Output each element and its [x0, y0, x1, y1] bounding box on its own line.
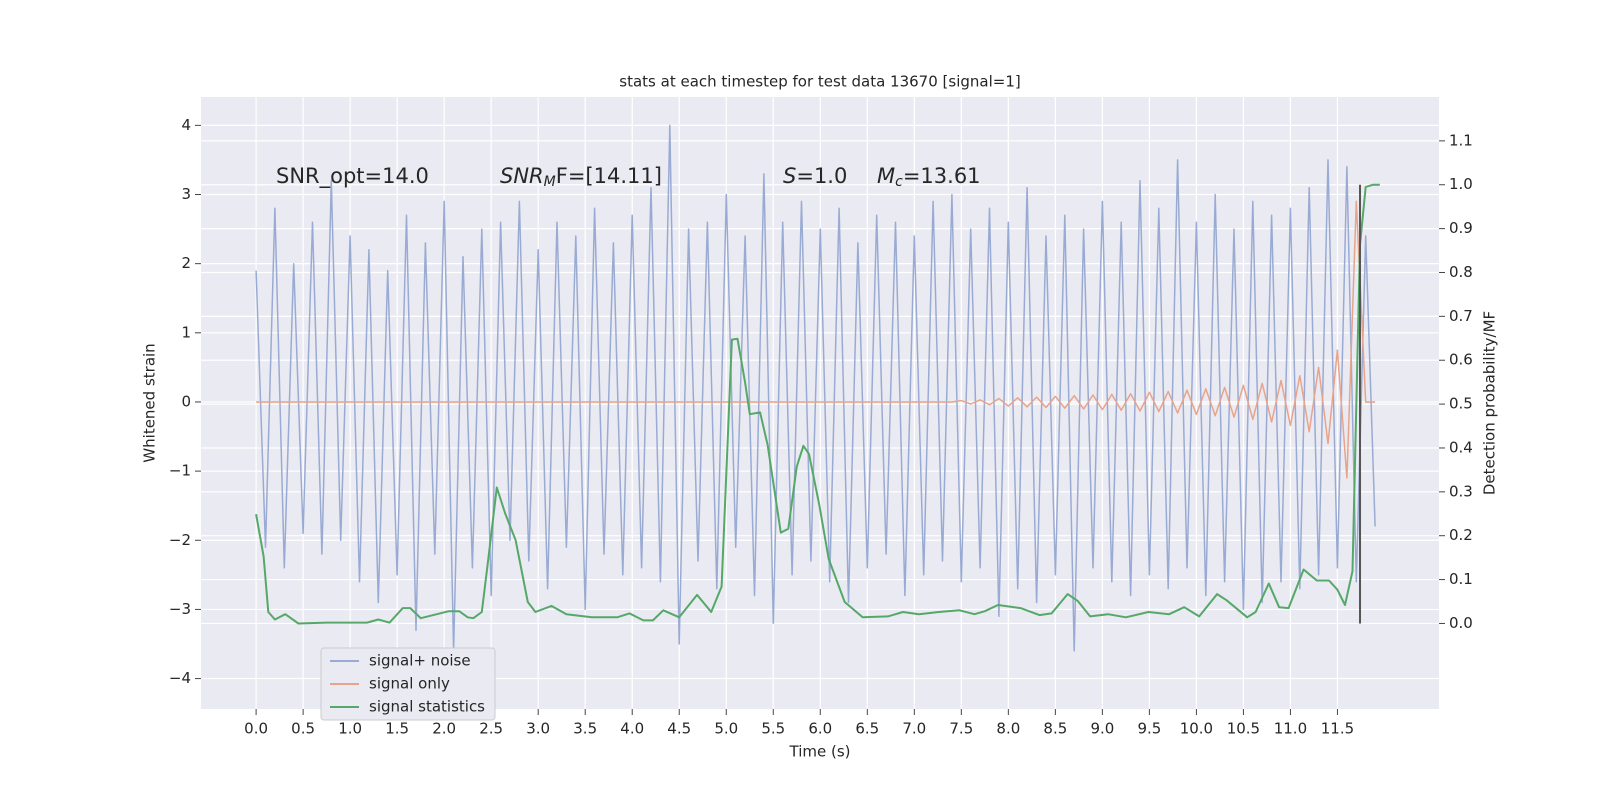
x-tick-label: 5.5 — [761, 720, 785, 738]
annotation: S=1.0 — [783, 164, 847, 188]
y2-tick-label: 0.0 — [1449, 614, 1473, 632]
y2-axis-label: Detection probability/MF — [1481, 311, 1499, 495]
y2-tick-label: 1.1 — [1449, 131, 1473, 149]
x-tick-label: 9.0 — [1090, 720, 1114, 738]
legend-box — [320, 647, 496, 721]
x-tick-label: 10.5 — [1227, 720, 1260, 738]
y-axis-label: Whitened strain — [141, 343, 159, 462]
x-tick-label: 1.0 — [338, 720, 362, 738]
annotation-part: SNR — [500, 164, 544, 188]
annotation-part: F=[14.11] — [556, 164, 662, 188]
annotation: Mc=13.61 — [877, 164, 981, 190]
y2-tick-label: 0.7 — [1449, 307, 1473, 325]
legend-label: signal statistics — [369, 698, 485, 716]
x-tick-label: 2.5 — [479, 720, 503, 738]
y2-tick-label: 0.3 — [1449, 482, 1473, 500]
y2-tick-label: 0.8 — [1449, 263, 1473, 281]
legend: signal+ noise signal only signal statistic… — [320, 647, 496, 721]
annotation-part: =13.61 — [903, 164, 981, 188]
x-tick-label: 0.0 — [244, 720, 268, 738]
x-tick-label: 4.0 — [620, 720, 644, 738]
annotation-part: M — [877, 164, 895, 188]
x-tick-label: 6.5 — [855, 720, 879, 738]
y2-tick-label: 0.9 — [1449, 219, 1473, 237]
series-line — [255, 124, 1376, 652]
x-axis-label: Time (s) — [789, 743, 851, 761]
y2-tick-label: 1.0 — [1449, 175, 1473, 193]
x-tick-label: 11.5 — [1321, 720, 1354, 738]
annotation-part: =1.0 — [796, 164, 847, 188]
y2-tick-label: 0.6 — [1449, 351, 1473, 369]
annotation: SNR_opt=14.0 — [276, 164, 429, 189]
annotation-part: S — [783, 164, 796, 188]
y-tick-label: 4 — [181, 116, 191, 134]
series-line — [255, 183, 1380, 625]
y-tick-label: −2 — [169, 531, 191, 549]
x-tick-label: 3.0 — [526, 720, 550, 738]
y-tick-label: 1 — [181, 323, 191, 341]
legend-label: signal+ noise — [369, 652, 471, 670]
y2-tick-label: 0.1 — [1449, 570, 1473, 588]
x-tick-label: 7.0 — [902, 720, 926, 738]
x-tick-label: 1.5 — [385, 720, 409, 738]
x-tick-label: 2.0 — [432, 720, 456, 738]
x-tick-label: 6.0 — [808, 720, 832, 738]
y2-tick-label: 0.2 — [1449, 526, 1473, 544]
x-tick-label: 7.5 — [949, 720, 973, 738]
x-tick-label: 4.5 — [667, 720, 691, 738]
legend-label: signal only — [369, 675, 450, 693]
y2-tick-label: 0.4 — [1449, 438, 1473, 456]
y-tick-label: −4 — [169, 669, 191, 687]
y-tick-label: −1 — [169, 462, 191, 480]
annotation-part: M — [544, 174, 556, 190]
x-tick-label: 9.5 — [1137, 720, 1161, 738]
y-tick-label: 3 — [181, 185, 191, 203]
x-tick-label: 8.5 — [1043, 720, 1067, 738]
grid — [201, 97, 1439, 709]
y2-tick-label: 0.5 — [1449, 395, 1473, 413]
y-tick-label: −3 — [169, 600, 191, 618]
x-tick-label: 5.0 — [714, 720, 738, 738]
annotation-part: SNR_opt=14.0 — [276, 164, 429, 189]
x-tick-label: 11.0 — [1274, 720, 1307, 738]
x-tick-label: 3.5 — [573, 720, 597, 738]
y-tick-label: 0 — [181, 392, 191, 410]
series-line — [256, 200, 1376, 479]
x-tick-label: 0.5 — [291, 720, 315, 738]
annotation-part: c — [895, 174, 903, 190]
x-tick-label: 8.0 — [996, 720, 1020, 738]
chart-title: stats at each timestep for test data 136… — [619, 73, 1020, 91]
data-layer — [255, 124, 1380, 652]
y-tick-label: 2 — [181, 254, 191, 272]
x-tick-label: 10.0 — [1180, 720, 1213, 738]
annotation: SNRMF=[14.11] — [500, 164, 662, 190]
